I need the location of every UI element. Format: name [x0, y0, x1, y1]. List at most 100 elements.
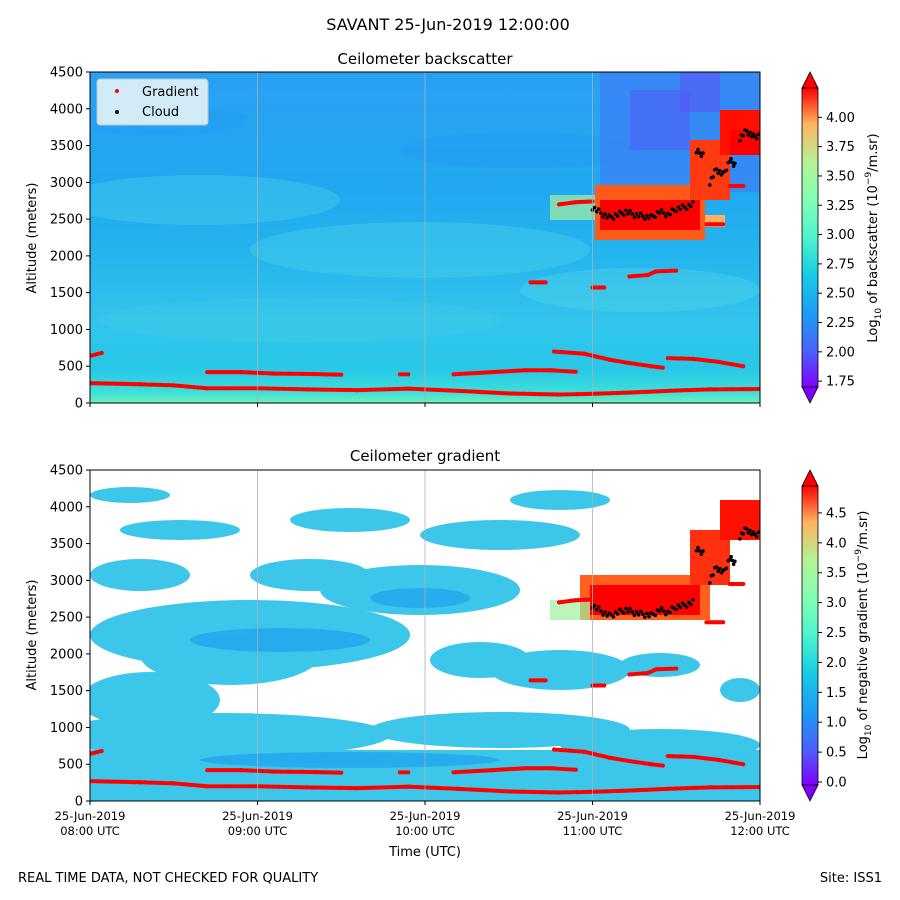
gradient-point	[573, 767, 578, 772]
y-tick-label: 2500	[50, 611, 83, 626]
cloud-point	[643, 217, 647, 221]
x-tick-time: 09:00 UTC	[228, 824, 288, 838]
cloud-point	[624, 606, 628, 611]
cloud-point	[624, 208, 628, 213]
cloud-point	[630, 212, 635, 216]
gradient-point	[674, 666, 679, 671]
cloud-point	[680, 601, 685, 605]
y-tick-label: 3500	[50, 139, 83, 154]
cloud-point	[640, 214, 645, 218]
gradient-point	[741, 364, 746, 369]
cloud-point	[694, 150, 699, 155]
legend-cloud-marker	[115, 110, 119, 114]
cloud-point	[661, 609, 666, 614]
cloud-point	[701, 151, 705, 155]
colorbar-tick-label: 2.25	[826, 316, 855, 331]
cloud-point	[729, 554, 733, 559]
gradient-point	[757, 386, 760, 392]
cloud-point	[638, 211, 643, 215]
cloud-point	[634, 609, 639, 614]
colorbar-tick-label: 4.0	[826, 536, 847, 551]
cloud-point	[707, 581, 712, 585]
gradient-point	[573, 369, 578, 374]
cloud-point	[615, 612, 620, 616]
cloud-point	[674, 209, 679, 214]
y-tick-label: 3000	[50, 574, 83, 589]
cloud-point	[596, 605, 601, 609]
gradient-point	[757, 784, 760, 790]
backscatter-y-ticks: 0 500 1000 1500 2000 2500 3000 3500 4000 4500	[50, 66, 90, 412]
cloud-point	[594, 209, 599, 214]
y-tick-label: 500	[58, 758, 83, 773]
y-tick-label: 0	[75, 397, 83, 412]
gradient-ylabel: Altitude (meters)	[25, 580, 40, 691]
y-tick-label: 3000	[50, 176, 83, 191]
backscatter-colorbar: 1.75 2.00 2.25 2.50 2.75 3.00 3.25 3.50 3.75 4.00…	[801, 71, 884, 404]
cloud-point	[668, 610, 672, 615]
backscatter-gradient-markers	[90, 183, 760, 397]
colorbar-tick-label: 4.00	[826, 111, 855, 126]
cloud-point	[754, 534, 759, 539]
cloud-point	[680, 203, 685, 207]
footer-site: Site: ISS1	[820, 871, 882, 886]
cloud-point	[699, 552, 704, 557]
colorbar-tick-label: 0.0	[826, 776, 847, 791]
colorbar-tick-label: 2.00	[826, 345, 855, 360]
cloud-point	[645, 611, 649, 616]
cloud-point	[718, 566, 722, 571]
cloud-point	[659, 606, 664, 610]
y-tick-label: 1000	[50, 721, 83, 736]
cloud-point	[729, 156, 733, 161]
cloud-point	[684, 207, 689, 212]
cloud-point	[599, 211, 603, 216]
gradient-point	[660, 763, 665, 768]
cloud-point	[707, 183, 712, 187]
cloud-point	[663, 612, 668, 617]
gradient-panel: Ceilometer gradient	[25, 447, 874, 838]
legend-cloud-label: Cloud	[142, 105, 179, 120]
y-tick-label: 1500	[50, 684, 83, 699]
colorbar-tick-label: 3.00	[826, 228, 855, 243]
colorbar-tick-label: 3.0	[826, 596, 847, 611]
cloud-point	[741, 134, 746, 138]
cloud-point	[657, 609, 662, 613]
gradient-colorbar: 0.0 0.5 1.0 1.5 2.0 2.5 3.0 3.5 4.0 4.5 Log10 of …	[801, 469, 874, 802]
y-tick-label: 2000	[50, 647, 83, 662]
x-tick-time: 08:00 UTC	[60, 824, 120, 838]
colorbar-tick-label: 4.5	[826, 506, 847, 521]
cloud-point	[691, 597, 695, 602]
cloud-point	[640, 612, 645, 616]
cloud-point	[754, 136, 759, 141]
colorbar-tick-label: 1.0	[826, 716, 847, 731]
cloud-point	[611, 217, 616, 221]
colorbar-tick-label: 3.50	[826, 169, 855, 184]
cloud-point	[689, 602, 693, 607]
cloud-point	[696, 545, 700, 550]
y-tick-label: 0	[75, 795, 83, 810]
gradient-point	[99, 350, 104, 356]
gradient-point	[741, 762, 746, 767]
gradient-title: Ceilometer gradient	[350, 447, 500, 465]
cloud-point	[697, 549, 702, 553]
cloud-point	[632, 613, 637, 618]
cloud-point	[659, 208, 664, 212]
cloud-point	[599, 609, 603, 614]
cloud-point	[678, 207, 683, 212]
cloud-point	[638, 609, 643, 613]
y-tick-label: 2500	[50, 213, 83, 228]
cloud-point	[738, 139, 742, 143]
cloud-point	[634, 211, 639, 216]
cloud-point	[622, 611, 626, 615]
x-tick-date: 25-Jun-2019	[222, 809, 293, 823]
y-tick-label: 3500	[50, 537, 83, 552]
cloud-point	[605, 614, 609, 618]
cloud-point	[626, 212, 630, 216]
cloud-point	[653, 215, 658, 220]
backscatter-cloud-markers	[590, 128, 760, 221]
x-tick-date: 25-Jun-2019	[55, 809, 126, 823]
gradient-point	[543, 678, 548, 683]
gradient-point	[406, 770, 411, 775]
cloud-point	[731, 562, 736, 567]
colorbar-tick-label: 3.25	[826, 199, 855, 214]
